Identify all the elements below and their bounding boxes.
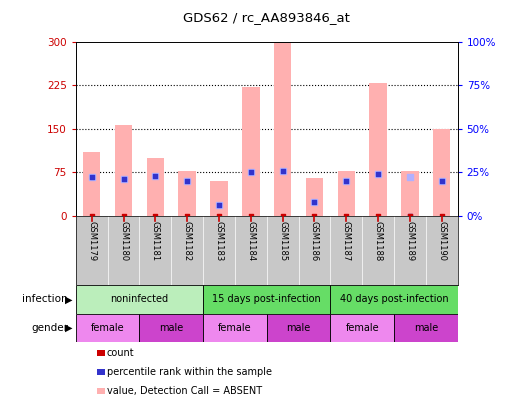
Point	[342, 213, 350, 219]
Point	[374, 171, 382, 177]
Bar	[146, 158, 164, 216]
Text: GSM1185: GSM1185	[278, 221, 287, 261]
Text: GSM1183: GSM1183	[214, 221, 223, 262]
Text: value, Detection Call = ABSENT: value, Detection Call = ABSENT	[107, 386, 262, 396]
Bar	[76, 285, 203, 314]
Bar	[83, 152, 100, 216]
Point	[151, 213, 160, 219]
Point	[119, 176, 128, 183]
Text: 40 days post-infection: 40 days post-infection	[339, 294, 448, 305]
Text: GSM1190: GSM1190	[437, 221, 446, 261]
Bar	[433, 129, 450, 216]
Point	[374, 213, 382, 219]
Bar	[203, 285, 331, 314]
Text: female: female	[345, 323, 379, 333]
Point	[119, 213, 128, 219]
Text: male: male	[287, 323, 311, 333]
Text: percentile rank within the sample: percentile rank within the sample	[107, 367, 271, 377]
Text: count: count	[107, 348, 134, 358]
Text: GSM1184: GSM1184	[246, 221, 255, 261]
Text: noninfected: noninfected	[110, 294, 168, 305]
Point	[278, 168, 287, 174]
Point	[374, 171, 382, 177]
Text: GSM1181: GSM1181	[151, 221, 160, 261]
Point	[310, 199, 319, 205]
Text: male: male	[414, 323, 438, 333]
Point	[406, 174, 414, 181]
Text: GSM1186: GSM1186	[310, 221, 319, 262]
Bar	[306, 178, 323, 216]
Bar	[178, 171, 196, 216]
Text: gender: gender	[31, 323, 68, 333]
Point	[87, 174, 96, 181]
Text: GSM1182: GSM1182	[183, 221, 192, 261]
Point	[406, 213, 414, 219]
Point	[438, 213, 446, 219]
Bar	[267, 314, 331, 342]
Bar	[242, 87, 259, 216]
Text: GSM1188: GSM1188	[373, 221, 383, 262]
Point	[215, 213, 223, 219]
Text: female: female	[218, 323, 252, 333]
Bar	[394, 314, 458, 342]
Text: female: female	[91, 323, 124, 333]
Text: 15 days post-infection: 15 days post-infection	[212, 294, 321, 305]
Point	[247, 169, 255, 175]
Bar	[140, 314, 203, 342]
Point	[183, 178, 191, 184]
Point	[278, 168, 287, 174]
Text: infection: infection	[22, 294, 68, 305]
Text: ▶: ▶	[65, 294, 73, 305]
Bar	[203, 314, 267, 342]
Text: GSM1187: GSM1187	[342, 221, 351, 262]
Point	[342, 178, 350, 184]
Bar	[401, 171, 418, 216]
Point	[438, 178, 446, 184]
Point	[151, 173, 160, 179]
Text: ▶: ▶	[65, 323, 73, 333]
Point	[183, 213, 191, 219]
Bar	[337, 171, 355, 216]
Bar	[331, 314, 394, 342]
Point	[87, 213, 96, 219]
Text: GSM1179: GSM1179	[87, 221, 96, 261]
Point	[119, 176, 128, 183]
Text: GSM1189: GSM1189	[405, 221, 414, 261]
Point	[215, 202, 223, 209]
Point	[215, 202, 223, 209]
Text: male: male	[159, 323, 184, 333]
Bar	[369, 84, 387, 216]
Bar	[115, 125, 132, 216]
Point	[278, 213, 287, 219]
Bar	[331, 285, 458, 314]
Point	[151, 173, 160, 179]
Bar	[76, 314, 140, 342]
Point	[183, 178, 191, 184]
Point	[342, 178, 350, 184]
Bar	[274, 43, 291, 216]
Point	[247, 213, 255, 219]
Point	[247, 169, 255, 175]
Point	[406, 213, 414, 219]
Point	[310, 213, 319, 219]
Text: GSM1180: GSM1180	[119, 221, 128, 261]
Point	[87, 174, 96, 181]
Point	[310, 199, 319, 205]
Bar	[210, 181, 228, 216]
Text: GDS62 / rc_AA893846_at: GDS62 / rc_AA893846_at	[183, 11, 350, 24]
Point	[438, 178, 446, 184]
